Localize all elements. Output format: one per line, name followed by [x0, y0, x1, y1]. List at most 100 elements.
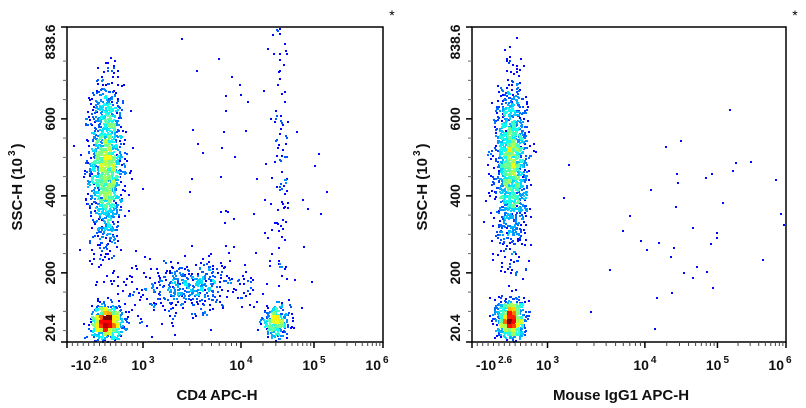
data-point: [202, 152, 204, 154]
data-point: [202, 290, 204, 292]
data-point: [507, 200, 509, 202]
data-point: [656, 297, 658, 299]
data-point: [138, 292, 140, 294]
data-point: [516, 68, 518, 70]
data-point: [98, 227, 100, 229]
data-point: [98, 332, 100, 334]
data-point: [520, 160, 522, 162]
data-point: [118, 216, 120, 218]
data-point: [119, 152, 121, 154]
data-point: [518, 177, 520, 179]
data-point: [158, 275, 160, 277]
data-point: [99, 181, 101, 183]
data-point: [504, 256, 506, 258]
data-point: [506, 70, 508, 72]
data-point: [197, 143, 199, 145]
data-point: [508, 133, 510, 135]
data-point: [137, 315, 139, 317]
data-point: [208, 298, 210, 300]
data-point: [500, 87, 502, 89]
data-point: [84, 170, 86, 172]
data-point: [522, 204, 524, 206]
data-point: [110, 137, 112, 139]
data-point: [499, 207, 501, 209]
data-point: [103, 141, 105, 143]
data-point: [505, 99, 507, 101]
data-point: [529, 155, 531, 157]
data-point: [107, 106, 109, 108]
data-point: [111, 101, 113, 103]
data-point: [517, 171, 519, 173]
data-point: [101, 188, 103, 190]
data-point: [212, 291, 214, 293]
data-point: [181, 292, 183, 294]
data-point: [161, 280, 163, 282]
data-point: [500, 336, 502, 338]
data-point: [522, 166, 524, 168]
data-point: [505, 166, 507, 168]
data-point: [110, 306, 112, 308]
data-point: [91, 323, 93, 325]
data-point: [112, 110, 114, 112]
data-point: [92, 318, 94, 320]
data-point: [202, 276, 204, 278]
data-point: [220, 274, 222, 276]
data-point: [188, 298, 190, 300]
data-point: [91, 132, 93, 134]
data-point: [281, 236, 283, 238]
data-point: [107, 219, 109, 221]
data-point: [500, 201, 502, 203]
data-point: [117, 109, 119, 111]
data-point: [105, 164, 107, 166]
data-point: [512, 339, 514, 341]
data-point: [101, 204, 103, 206]
data-point: [151, 283, 153, 285]
data-point: [507, 136, 509, 138]
data-point: [95, 110, 97, 112]
data-point: [286, 319, 288, 321]
data-point: [514, 110, 516, 112]
data-point: [283, 207, 285, 209]
data-point: [278, 301, 280, 303]
data-point: [95, 317, 97, 319]
data-point: [515, 99, 517, 101]
data-point: [107, 297, 109, 299]
data-point: [504, 271, 506, 273]
data-point: [107, 188, 109, 190]
data-point: [501, 262, 503, 264]
data-point: [510, 101, 512, 103]
data-point: [268, 312, 270, 314]
data-point: [177, 262, 179, 264]
data-point: [206, 263, 208, 265]
data-point: [706, 271, 708, 273]
data-point: [526, 164, 528, 166]
data-point: [516, 303, 518, 305]
data-point: [150, 268, 152, 270]
data-point: [212, 279, 214, 281]
data-point: [92, 109, 94, 111]
data-point: [97, 79, 99, 81]
data-point: [106, 176, 108, 178]
data-points: [483, 37, 785, 343]
data-point: [97, 305, 99, 307]
data-point: [279, 186, 281, 188]
data-point: [510, 136, 512, 138]
data-point: [497, 142, 499, 144]
data-point: [112, 328, 114, 330]
data-point: [89, 163, 91, 165]
data-point: [104, 317, 106, 319]
data-point: [512, 337, 514, 339]
data-point: [212, 299, 214, 301]
data-point: [103, 247, 105, 249]
y-tick-label: 200: [42, 261, 58, 285]
data-point: [231, 76, 233, 78]
data-point: [500, 317, 502, 319]
data-point: [511, 139, 513, 141]
data-point: [106, 198, 108, 200]
data-point: [513, 261, 515, 263]
data-point: [271, 327, 273, 329]
data-point: [650, 189, 652, 191]
data-point: [101, 179, 103, 181]
data-point: [99, 308, 101, 310]
data-point: [220, 211, 222, 213]
